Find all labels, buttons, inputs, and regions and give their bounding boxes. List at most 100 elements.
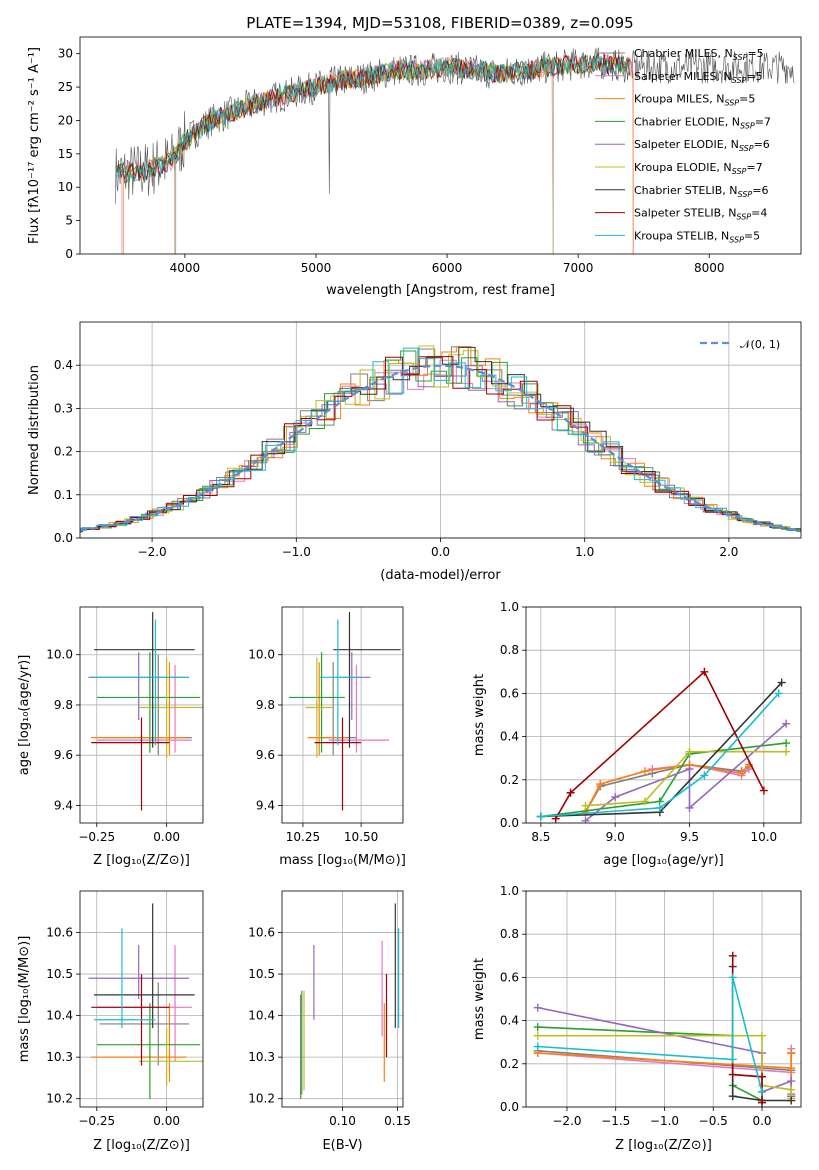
y-tick-label: 10.0: [248, 648, 275, 662]
grid: [526, 890, 801, 1108]
axes-frame: [525, 890, 802, 1108]
y-tick-label: 0.2: [500, 773, 519, 787]
y-tick-label: 0.4: [500, 1014, 519, 1028]
legend-entry: Salpeter ELODIE, NSSP=6: [634, 138, 770, 153]
y-tick-label: 9.6: [54, 748, 73, 762]
weight-marker: [787, 1085, 796, 1094]
y-tick-label: 10.2: [46, 1092, 73, 1106]
histogram-step: [80, 347, 801, 532]
plot-mass-vs-ebv: 0.10 0.15 10.2 10.3 10.4 10.5 10.6 E(B-V): [248, 890, 411, 1153]
y-tick-label: 10.2: [248, 1092, 275, 1106]
y-tick-label: 0.8: [500, 643, 519, 657]
x-tick-label: 5000: [301, 261, 332, 275]
y-tick-label: 10.3: [46, 1050, 73, 1064]
legend-entry: Kroupa STELIB, NSSP=5: [634, 229, 760, 244]
y-tick-label: 0.2: [54, 445, 73, 459]
plot-weight-vs-Z: −2.0 −1.5 −1.0 −0.5 0.0 0.0 0.2 0.4 0.6 0.8 1.0 Z […: [472, 884, 802, 1153]
spectrum-model-line: [116, 52, 630, 180]
weight-marker: [759, 786, 768, 795]
weight-marker: [640, 797, 649, 806]
weight-marker: [757, 1098, 766, 1107]
weight-marker: [700, 667, 709, 676]
y-tick-label: 10: [58, 180, 73, 194]
weight-marker: [581, 801, 590, 810]
y-tick-label: 9.8: [54, 698, 73, 712]
gaussian-curve: [80, 364, 801, 532]
y-tick-label: 0.6: [500, 970, 519, 984]
x-axis-label: Z [log₁₀(Z/Z⊙)]: [93, 1138, 190, 1153]
axes-frame: [525, 606, 802, 824]
legend-entry: 𝒩(0, 1): [740, 338, 780, 351]
y-tick-label: 15: [58, 147, 73, 161]
x-axis-label: (data-model)/error: [380, 568, 501, 583]
x-tick-label: 9.0: [606, 830, 625, 844]
plot-area: [88, 903, 203, 1099]
y-tick-label: 20: [58, 113, 73, 127]
weight-marker: [685, 765, 694, 773]
plot-weight-vs-age: 8.5 9.0 9.5 10.0 0.0 0.2 0.4 0.6 0.8 1.0 age [log₁…: [472, 600, 802, 868]
y-axis-label: age [log₁₀(age/yr)]: [17, 655, 32, 776]
axes-frame: [79, 36, 802, 255]
y-tick-label: 10.4: [46, 1009, 73, 1023]
y-axis-label: Flux [fλ10⁻¹⁷ erg cm⁻² s⁻¹ A⁻¹]: [27, 47, 42, 244]
x-tick-label: 10.0: [750, 830, 777, 844]
y-tick-label: 10.6: [248, 926, 275, 940]
weight-marker: [787, 1049, 796, 1057]
weight-marker: [787, 1096, 796, 1105]
x-tick-label: 10.50: [344, 830, 378, 844]
weight-marker: [782, 747, 791, 756]
y-tick-label: 1.0: [500, 600, 519, 614]
legend: Chabrier MILES, NSSP=5 Salpeter MILES, NS…: [595, 47, 771, 244]
legend-entry: Chabrier ELODIE, NSSP=7: [634, 115, 771, 130]
y-tick-label: 10.6: [46, 926, 73, 940]
weight-line: [537, 977, 763, 1093]
weight-marker: [728, 951, 737, 960]
y-tick-label: 9.8: [256, 698, 275, 712]
weight-marker: [728, 1055, 737, 1064]
axes-frame: [281, 606, 404, 824]
x-tick-label: 0.00: [153, 1114, 180, 1128]
weight-line: [584, 763, 750, 813]
axes-frame: [79, 321, 802, 539]
weight-marker: [533, 1042, 542, 1051]
y-tick-label: 0.0: [500, 1100, 519, 1114]
y-tick-label: 10.4: [248, 1009, 275, 1023]
plot-area: [533, 951, 796, 1107]
x-tick-label: 4000: [170, 261, 201, 275]
x-axis-label: wavelength [Angstrom, rest frame]: [326, 283, 555, 298]
y-tick-label: 0.4: [54, 358, 73, 372]
y-axis-label: Normed distribution: [27, 365, 42, 495]
y-tick-label: 9.4: [256, 798, 275, 812]
figure-title: PLATE=1394, MJD=53108, FIBERID=0389, z=0…: [246, 14, 633, 32]
weight-marker: [728, 1092, 737, 1101]
weight-marker: [737, 769, 746, 778]
y-tick-label: 10.5: [46, 967, 73, 981]
x-axis-label: E(B-V): [322, 1138, 362, 1153]
weight-marker: [685, 747, 694, 756]
plot-area: [300, 903, 400, 1099]
axes-frame: [281, 890, 404, 1108]
x-tick-label: 0.0: [752, 1114, 771, 1128]
x-tick-label: −1.0: [650, 1114, 679, 1128]
x-axis-label: age [log₁₀(age/yr)]: [603, 853, 724, 868]
x-tick-label: 1.0: [575, 545, 594, 559]
y-tick-label: 0.3: [54, 401, 73, 415]
plot-mass-vs-Z: −0.25 0.00 10.2 10.3 10.4 10.5 10.6 Z [log₁₀(Z/…: [17, 890, 204, 1153]
grid: [526, 606, 801, 824]
weight-marker: [596, 780, 605, 789]
weight-marker: [777, 678, 786, 687]
x-tick-label: −2.0: [138, 545, 167, 559]
y-tick-label: 0.0: [54, 531, 73, 545]
x-tick-label: 0.0: [431, 545, 450, 559]
weight-marker: [782, 719, 791, 728]
plot-area: [88, 612, 203, 811]
x-tick-label: −0.25: [78, 1114, 115, 1128]
y-tick-label: 5: [65, 214, 73, 228]
plot-age-vs-mass: 10.25 10.50 9.4 9.6 9.8 10.0 mass [log₁₀(M/M⊙)…: [248, 606, 406, 868]
weight-marker: [685, 803, 694, 812]
weight-marker: [757, 1087, 766, 1096]
weight-line: [540, 682, 783, 818]
weight-marker: [787, 1077, 796, 1086]
weight-marker: [728, 1070, 737, 1079]
